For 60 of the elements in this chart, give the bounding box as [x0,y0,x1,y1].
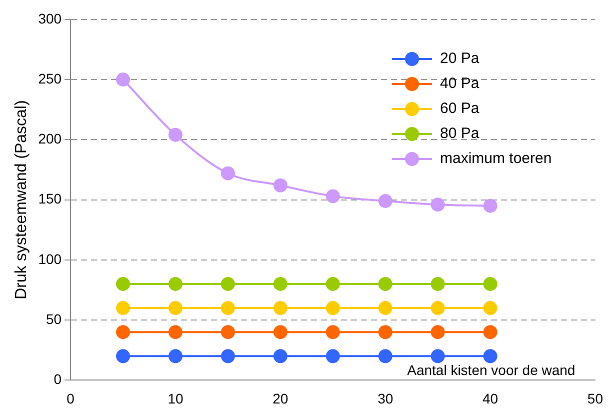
point [116,276,130,291]
point [326,325,340,340]
point [483,198,498,213]
point [483,276,498,291]
y-tick-label: 50 [46,310,62,327]
point [483,349,498,364]
y-axis-title: Druk systeemwand (Pascal) [13,100,30,300]
legend-label: 60 Pa [440,100,480,117]
point [273,301,288,316]
x-tick-label: 50 [587,390,604,406]
point [116,301,130,316]
x-axis-title: Aantal kisten voor de wand [407,362,576,378]
y-tick-label: 100 [38,250,62,267]
point [430,276,445,291]
point [326,349,340,364]
point [378,349,392,364]
x-tick-label: 0 [66,390,75,406]
point [378,325,392,340]
point [220,349,235,364]
point [378,194,392,208]
point [116,325,130,340]
point [483,301,498,316]
point [273,178,288,192]
point [378,276,392,291]
point [168,325,182,340]
point [326,189,340,204]
point [273,276,288,291]
point [273,349,288,364]
point [430,301,445,316]
legend-label: 40 Pa [440,75,480,92]
point [168,128,182,142]
y-tick-label: 300 [38,10,62,26]
point [220,166,235,180]
y-tick-label: 0 [54,371,62,388]
point [168,349,182,364]
point [326,276,340,291]
point [430,198,445,212]
x-tick-label: 40 [482,390,498,406]
legend-label: 20 Pa [440,50,480,67]
y-tick-label: 250 [38,70,62,86]
point [116,72,130,87]
y-tick-label: 150 [38,190,62,207]
legend-label: maximum toeren [440,150,552,167]
point [430,349,445,364]
point [168,276,182,291]
x-tick-label: 30 [378,390,394,406]
x-tick-label: 10 [168,390,184,406]
point [220,276,235,291]
point [168,301,182,316]
point [378,301,392,316]
point [430,325,445,340]
legend-label: 80 Pa [440,125,480,142]
point [220,301,235,316]
point [220,325,235,340]
point [483,325,498,340]
x-tick-label: 20 [272,390,288,406]
point [273,325,288,340]
point [326,301,340,316]
y-tick-label: 200 [38,130,62,147]
point [116,349,130,364]
